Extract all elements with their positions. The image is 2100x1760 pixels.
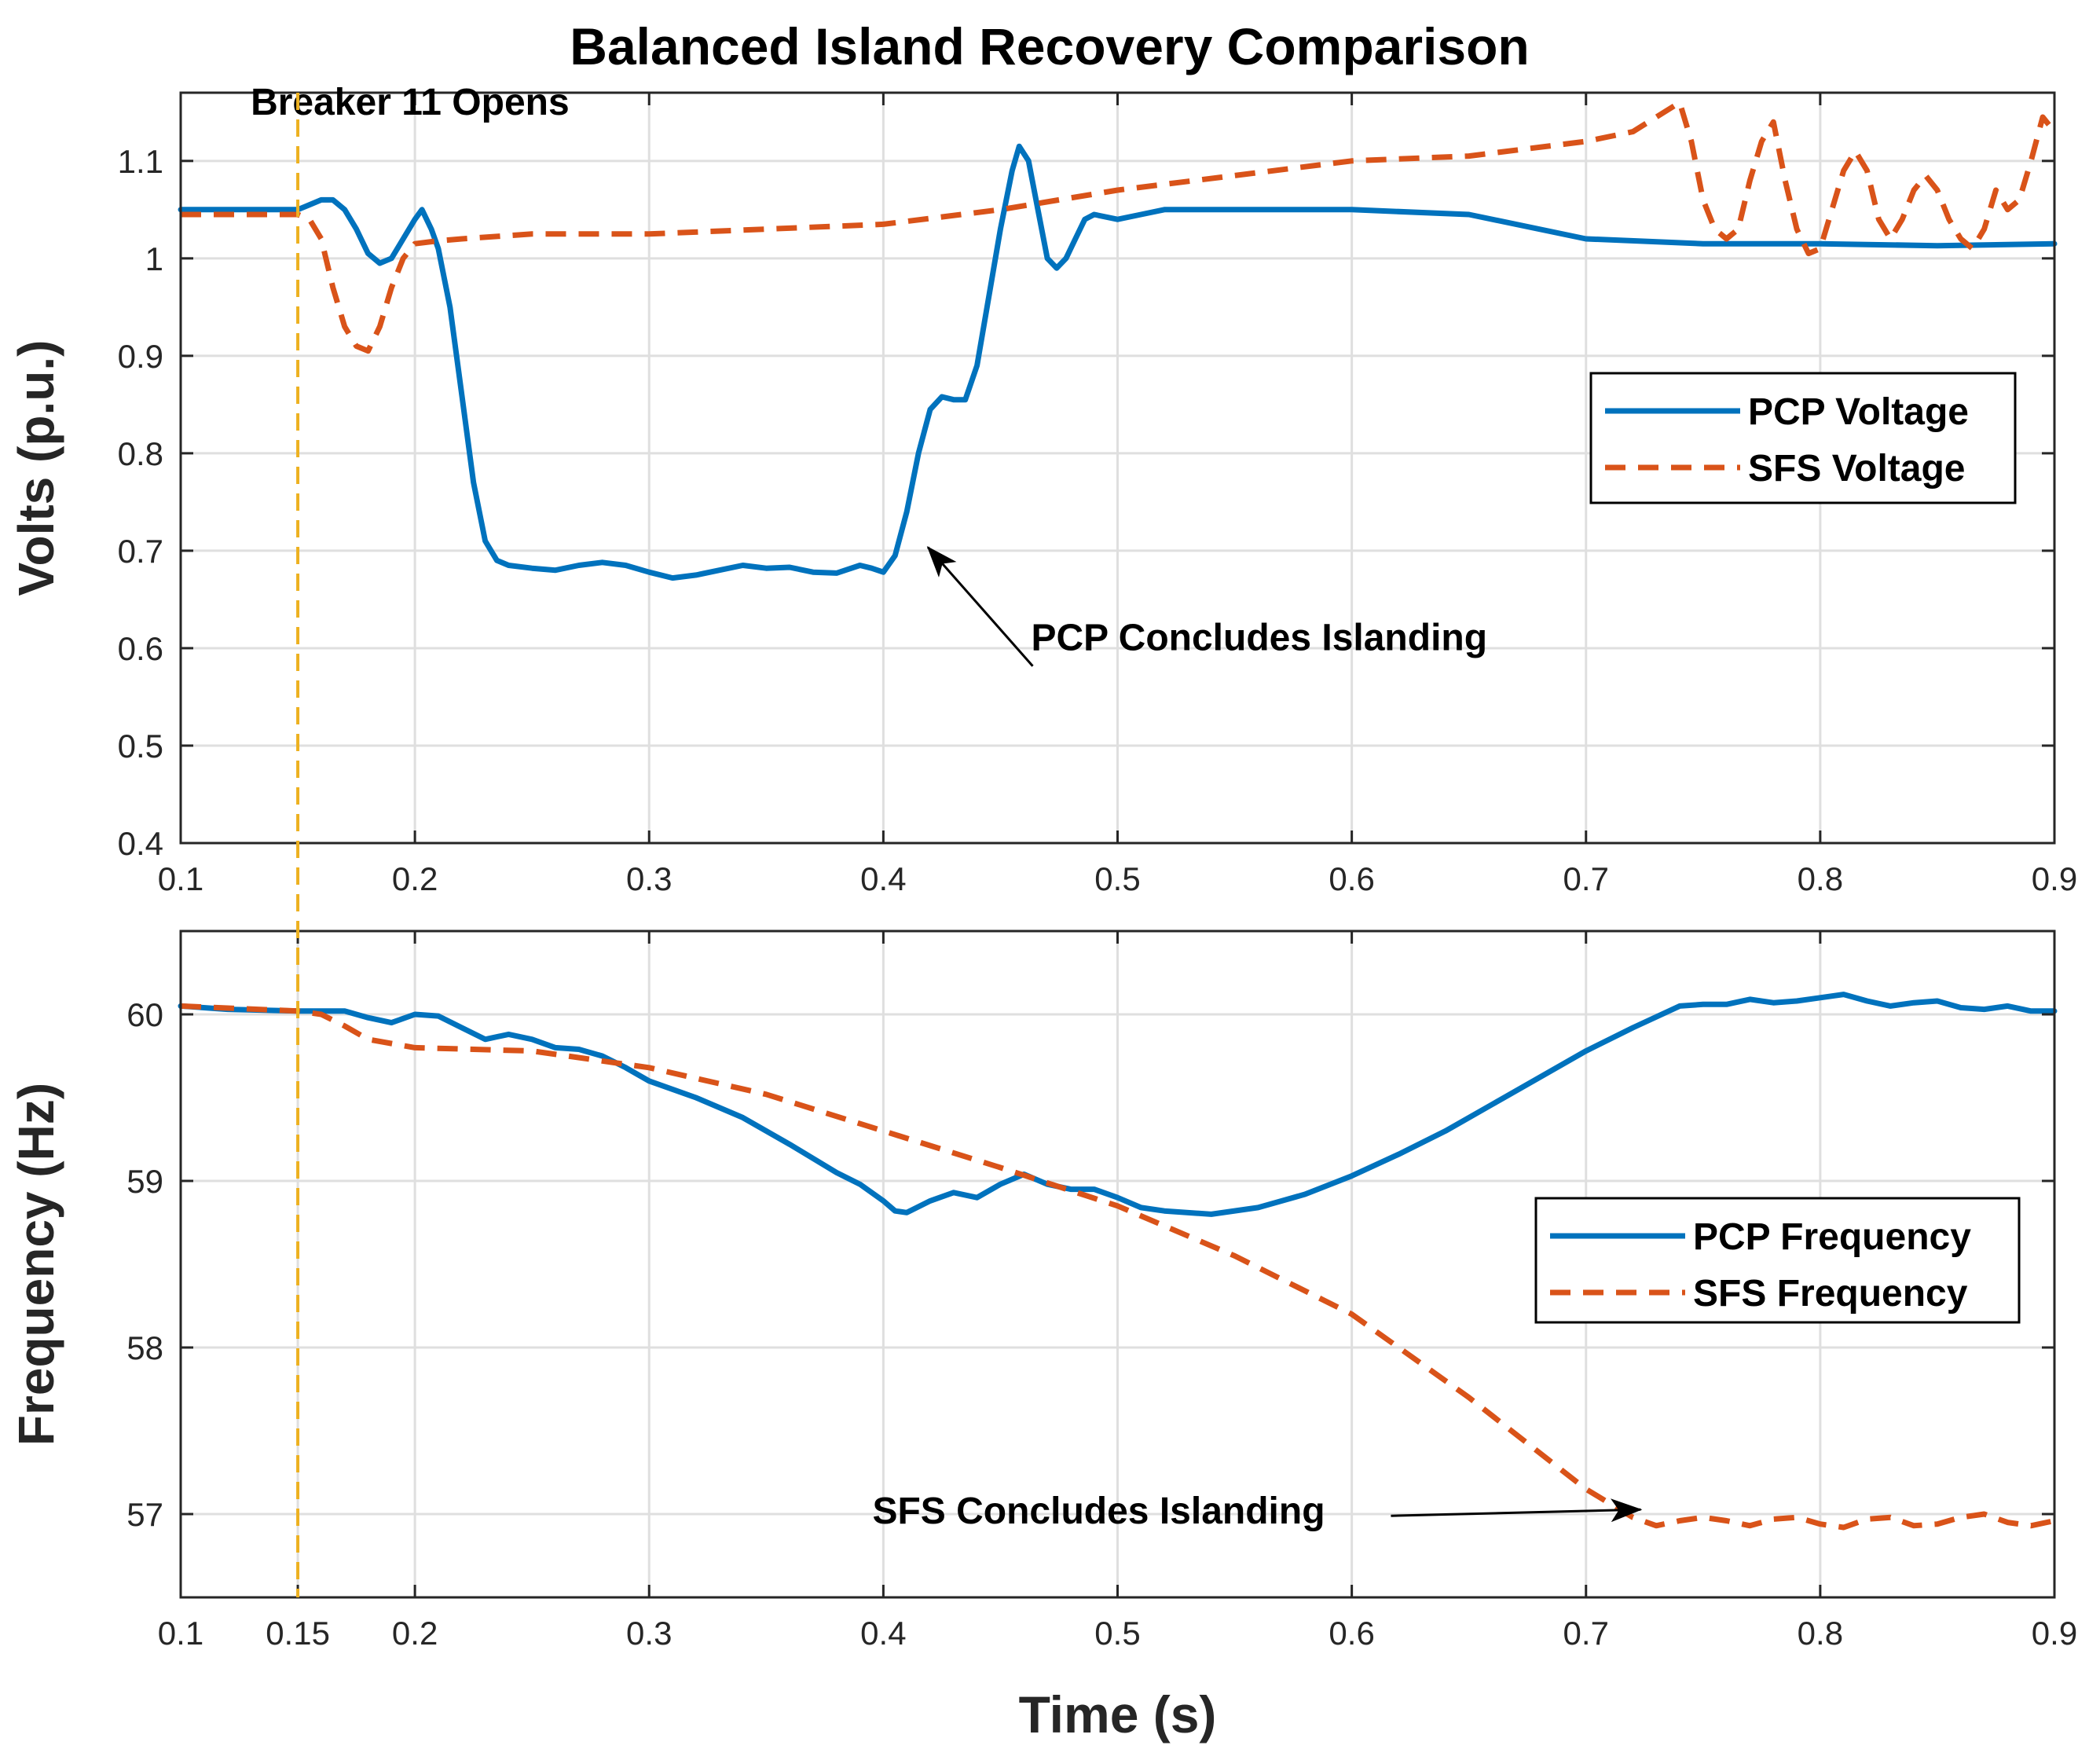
x-tick-label: 0.8 xyxy=(1798,860,1843,897)
x-tick-label: 0.4 xyxy=(860,1615,906,1652)
y-tick-label: 0.8 xyxy=(118,435,163,472)
legend-box xyxy=(1589,372,2017,504)
x-tick-label: 0.6 xyxy=(1329,1615,1374,1652)
voltage-panel: 0.1 0.2 0.3 0.4 0.5 0.6 0.7 0.8 0.9 0.4 0.5 0.6 0.7 0… xyxy=(8,82,2077,897)
y-tick-label: 0.9 xyxy=(118,338,163,375)
x-tick-label: 0.9 xyxy=(2032,1615,2077,1652)
x-tick-label: 0.3 xyxy=(626,860,672,897)
frequency-panel: 0.1 0.15 0.2 0.3 0.4 0.5 0.6 0.7 0.8 0.957585960 … xyxy=(8,930,2077,1744)
y-tick-label: 0.5 xyxy=(118,728,163,764)
legend-label: PCP Voltage xyxy=(1748,391,1969,433)
frequency-legend: PCP Frequency SFS Frequency xyxy=(1534,1197,2021,1324)
y-tick-label: 59 xyxy=(126,1163,163,1200)
x-tick-label: 0.5 xyxy=(1094,1615,1140,1652)
frequency-y-axis-label: Frequency (Hz) xyxy=(8,1083,64,1446)
voltage-y-axis-label: Volts (p.u.) xyxy=(8,340,64,596)
x-tick-label: 0.1 xyxy=(158,860,203,897)
frequency-series-group xyxy=(178,992,2058,1531)
x-tick-label: 0.1 xyxy=(158,1615,203,1652)
y-tick-label: 1 xyxy=(145,240,163,277)
pcp-voltage-line xyxy=(178,143,2058,581)
chart-title: Balanced Island Recovery Comparison xyxy=(570,17,1529,75)
x-tick-label: 0.2 xyxy=(392,1615,438,1652)
y-tick-label: 0.7 xyxy=(118,533,163,570)
voltage-annotations: Breaker 11 Opens PCP Concludes Islanding xyxy=(251,82,1488,667)
x-tick-label: 0.8 xyxy=(1798,1615,1843,1652)
y-tick-label: 60 xyxy=(126,996,163,1033)
y-tick-label: 57 xyxy=(126,1496,163,1533)
legend-box xyxy=(1534,1197,2021,1324)
x-tick-label: 0.3 xyxy=(626,1615,672,1652)
frequency-ticks: 0.1 0.15 0.2 0.3 0.4 0.5 0.6 0.7 0.8 0.9 57 58 59 60 xyxy=(126,931,2077,1652)
sfs-concludes-arrow xyxy=(1391,1498,1643,1523)
x-tick-label: 0.2 xyxy=(392,860,438,897)
frequency-annotations: SFS Concludes Islanding xyxy=(872,1490,1643,1532)
pcp-concludes-annotation: PCP Concludes Islanding xyxy=(1032,618,1488,659)
x-tick-label: 0.5 xyxy=(1094,860,1140,897)
x-tick-label: 0.7 xyxy=(1563,860,1609,897)
legend-label: SFS Frequency xyxy=(1693,1273,1968,1314)
x-tick-label: 0.7 xyxy=(1563,1615,1609,1652)
frequency-axes-frame xyxy=(179,930,2056,1599)
legend-label: SFS Voltage xyxy=(1748,448,1966,490)
x-tick-label: 0.9 xyxy=(2032,860,2077,897)
sfs-concludes-annotation: SFS Concludes Islanding xyxy=(872,1490,1325,1532)
time-x-axis-label: Time (s) xyxy=(1019,1685,1217,1744)
y-tick-label: 0.6 xyxy=(118,630,163,667)
x-tick-label: 0.15 xyxy=(266,1615,330,1652)
pcp-concludes-arrow xyxy=(926,546,1034,667)
y-tick-label: 1.1 xyxy=(118,143,163,180)
x-tick-label: 0.4 xyxy=(860,860,906,897)
breaker-open-annotation: Breaker 11 Opens xyxy=(251,82,570,123)
x-tick-label: 0.6 xyxy=(1329,860,1374,897)
y-tick-label: 0.4 xyxy=(118,825,163,862)
legend-label: PCP Frequency xyxy=(1693,1216,1971,1258)
y-tick-label: 58 xyxy=(126,1329,163,1366)
voltage-series-group xyxy=(178,99,2058,581)
voltage-legend: PCP Voltage SFS Voltage xyxy=(1589,372,2017,504)
sfs-voltage-line xyxy=(181,99,2057,354)
voltage-axes-frame xyxy=(179,91,2056,845)
sfs-frequency-line xyxy=(180,1003,2055,1531)
